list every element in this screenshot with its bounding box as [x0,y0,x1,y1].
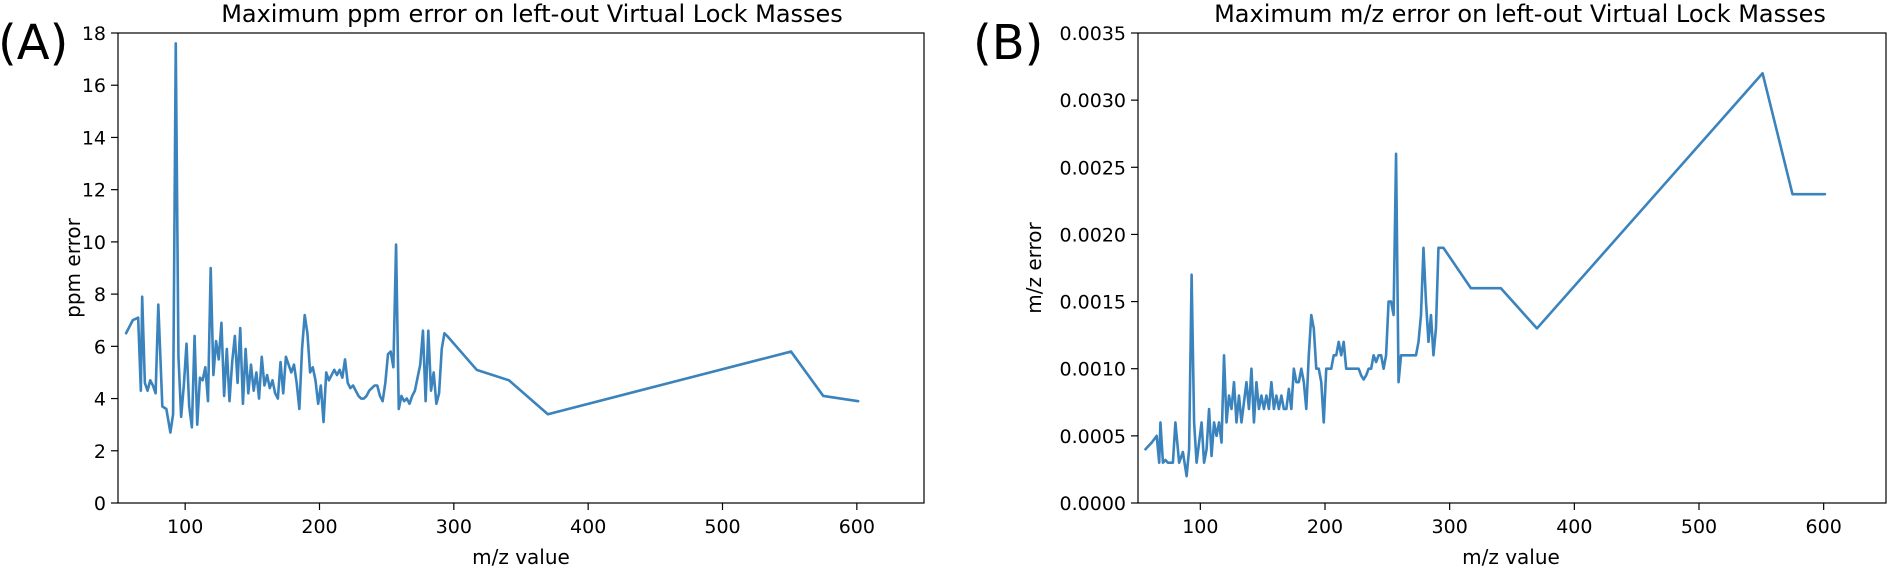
y-tick-label: 18 [82,23,106,45]
panel-b-y-axis-label: m/z error [1022,221,1046,313]
y-tick-label: 0.0010 [1060,359,1126,381]
y-tick-label: 0 [94,493,106,515]
panel-b-title: Maximum m/z error on left-out Virtual Lo… [1214,0,1826,28]
x-tick-label: 200 [1307,516,1343,538]
panel-a-series-line [124,42,860,434]
panel-a-y-axis-label: ppm error [61,217,85,317]
panel-b-x-axis-label: m/z value [1462,545,1560,569]
panel-a-plot-frame [117,32,925,504]
x-tick-label: 300 [1432,516,1468,538]
panel-b-plot-frame [1137,32,1887,504]
panel-a-ticks: 100 200 300 400 500 600 0 2 4 6 8 10 12 14 16 18 [82,23,875,538]
panel-a: (A) Maximum ppm error on left-out Virtua… [0,0,925,569]
panel-b-letter: (B) [973,15,1043,71]
y-tick-label: 0.0000 [1060,493,1126,515]
x-tick-label: 500 [704,516,740,538]
x-tick-label: 400 [570,516,606,538]
x-tick-label: 100 [1182,516,1218,538]
panel-a-letter: (A) [0,15,68,71]
y-tick-label: 0.0030 [1060,90,1126,112]
panel-a-title: Maximum ppm error on left-out Virtual Lo… [221,0,843,28]
panel-b-series-line [1144,71,1827,478]
y-tick-label: 4 [94,389,106,411]
x-tick-label: 200 [301,516,337,538]
y-tick-label: 16 [82,75,106,97]
panel-b: (B) Maximum m/z error on left-out Virtua… [973,0,1887,569]
x-tick-label: 600 [1806,516,1842,538]
y-tick-label: 2 [94,441,106,463]
y-tick-label: 10 [82,232,106,254]
y-tick-label: 6 [94,336,106,358]
x-tick-label: 500 [1681,516,1717,538]
y-tick-label: 12 [82,180,106,202]
panel-b-ticks: 100 200 300 400 500 600 0.0000 0.0005 0.0010 0.00… [1060,23,1842,538]
y-tick-label: 0.0035 [1060,23,1126,45]
x-tick-label: 300 [436,516,472,538]
y-tick-label: 0.0015 [1060,292,1126,314]
panel-a-x-axis-label: m/z value [472,545,570,569]
x-tick-label: 600 [839,516,875,538]
x-tick-label: 400 [1556,516,1592,538]
y-tick-label: 8 [94,284,106,306]
x-tick-label: 100 [167,516,203,538]
y-tick-label: 0.0025 [1060,157,1126,179]
y-tick-label: 0.0005 [1060,426,1126,448]
y-tick-label: 14 [82,127,106,149]
y-tick-label: 0.0020 [1060,224,1126,246]
